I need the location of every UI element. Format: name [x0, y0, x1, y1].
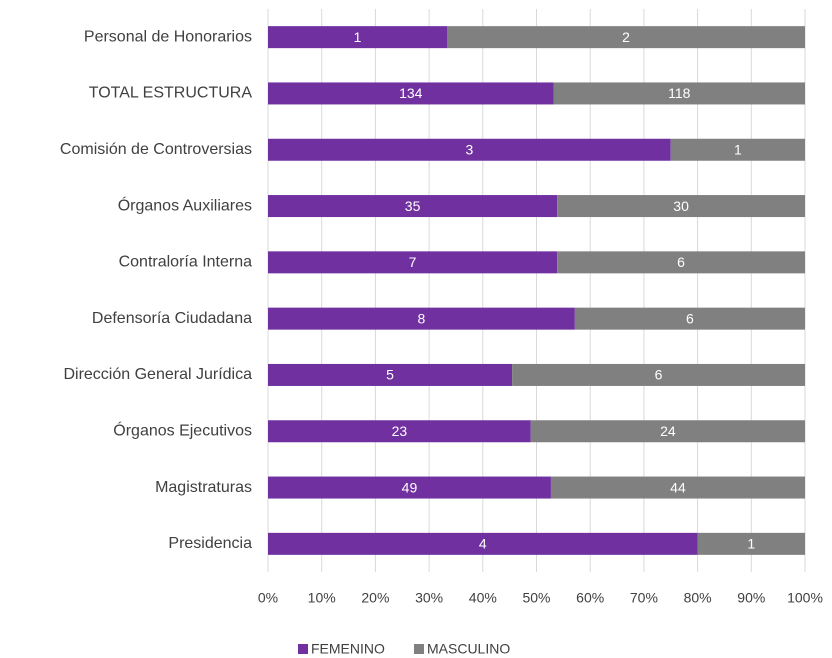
data-label: 1 — [734, 141, 742, 157]
x-tick-label: 90% — [737, 590, 765, 606]
y-tick-label: Órganos Ejecutivos — [113, 420, 252, 439]
data-label: 6 — [686, 310, 694, 326]
bar-segment — [530, 420, 805, 443]
data-label: 2 — [622, 29, 630, 45]
y-tick-label: Contraloría Interna — [119, 254, 253, 271]
bar-segment — [268, 307, 575, 330]
bar-segment — [268, 363, 513, 386]
bar-segment — [268, 476, 551, 499]
data-label: 44 — [670, 479, 686, 495]
bar-segment — [447, 26, 805, 49]
x-tick-label: 60% — [576, 590, 604, 606]
data-label: 35 — [405, 198, 421, 214]
bar-segment — [512, 363, 805, 386]
legend-label: MASCULINO — [427, 641, 510, 657]
y-tick-label: Defensoría Ciudadana — [92, 310, 252, 327]
data-label: 23 — [392, 423, 408, 439]
data-label: 118 — [668, 85, 691, 101]
y-tick-label: TOTAL ESTRUCTURA — [89, 85, 253, 102]
bar-segment — [268, 26, 447, 49]
bar-segment — [268, 532, 698, 555]
x-tick-label: 20% — [361, 590, 389, 606]
x-tick-label: 40% — [469, 590, 497, 606]
x-tick-label: 0% — [258, 590, 278, 606]
bar-segment — [553, 82, 805, 105]
bar-segment — [550, 476, 805, 499]
data-label: 6 — [677, 254, 685, 270]
x-tick-label: 80% — [684, 590, 712, 606]
x-tick-label: 10% — [308, 590, 336, 606]
y-tick-label: Dirección General Jurídica — [63, 366, 252, 383]
bar-segment — [268, 420, 531, 443]
y-tick-label: Personal de Honorarios — [84, 28, 252, 45]
bar-segment — [697, 532, 805, 555]
bar-segment — [557, 251, 805, 274]
data-label: 6 — [655, 367, 663, 383]
bar-segment — [268, 251, 558, 274]
x-tick-label: 50% — [522, 590, 550, 606]
data-label: 4 — [479, 536, 487, 552]
bar-segment — [557, 195, 805, 218]
x-tick-label: 30% — [415, 590, 443, 606]
data-label: 30 — [673, 198, 689, 214]
data-label: 1 — [747, 536, 755, 552]
legend-swatch — [298, 644, 308, 654]
data-label: 5 — [386, 367, 394, 383]
data-label: 1 — [354, 29, 362, 45]
data-label: 3 — [465, 141, 473, 157]
bar-segment — [268, 82, 554, 105]
y-tick-label: Comisión de Controversias — [60, 141, 252, 158]
legend-swatch — [414, 644, 424, 654]
y-tick-label: Órganos Auxiliares — [118, 195, 252, 214]
data-label: 49 — [402, 479, 418, 495]
data-label: 24 — [660, 423, 676, 439]
data-label: 8 — [418, 310, 426, 326]
bar-segment — [670, 138, 805, 161]
bar-segment — [268, 138, 671, 161]
bar-segment — [574, 307, 805, 330]
bar-segment — [268, 195, 558, 218]
y-tick-label: Presidencia — [168, 535, 252, 552]
legend-label: FEMENINO — [311, 641, 385, 657]
x-tick-label: 70% — [630, 590, 658, 606]
data-label: 7 — [409, 254, 417, 270]
data-label: 134 — [399, 85, 423, 101]
x-tick-label: 100% — [787, 590, 823, 606]
y-tick-label: Magistraturas — [155, 479, 252, 496]
